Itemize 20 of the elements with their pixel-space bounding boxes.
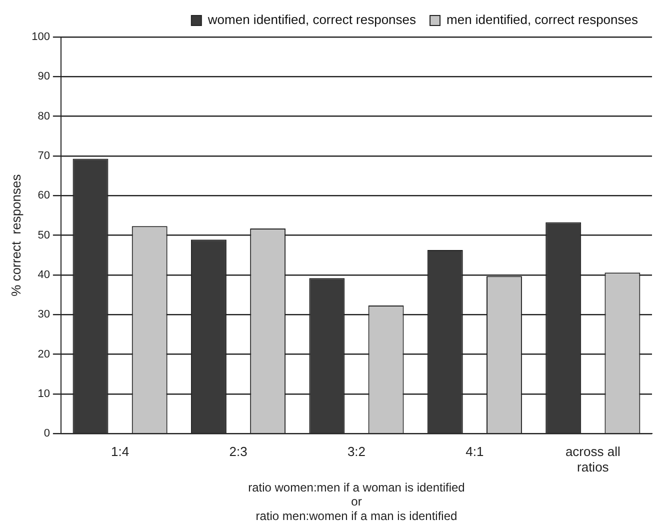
y-tick-label: 90 bbox=[38, 70, 50, 83]
y-tick-label: 60 bbox=[38, 190, 50, 202]
y-tick-label: 50 bbox=[38, 229, 50, 242]
y-tick-label: 80 bbox=[38, 110, 50, 122]
x-axis-title: ratio women:men if a woman is identified or ratio men:women if a man is identified bbox=[248, 480, 465, 524]
y-tick-label: 10 bbox=[38, 388, 50, 400]
y-tick-label: 40 bbox=[38, 268, 50, 281]
x-tick-label: 4:1 bbox=[466, 444, 484, 459]
y-tick-label: 70 bbox=[38, 150, 50, 162]
x-tick-label: across all ratios bbox=[565, 444, 620, 475]
y-tick-label: 20 bbox=[38, 348, 50, 360]
y-axis-title: % correct responses bbox=[8, 174, 24, 296]
x-tick-label: 1:4 bbox=[111, 444, 130, 459]
legend-label: women identified, correct responses bbox=[206, 12, 417, 28]
y-tick-label: 0 bbox=[44, 428, 50, 440]
y-tick-label: 30 bbox=[38, 308, 50, 321]
y-tick-label: 100 bbox=[32, 31, 50, 44]
legend-label: men identified, correct responses bbox=[446, 12, 638, 28]
x-tick-label: 2:3 bbox=[229, 444, 248, 459]
x-tick-label: 3:2 bbox=[347, 444, 366, 459]
